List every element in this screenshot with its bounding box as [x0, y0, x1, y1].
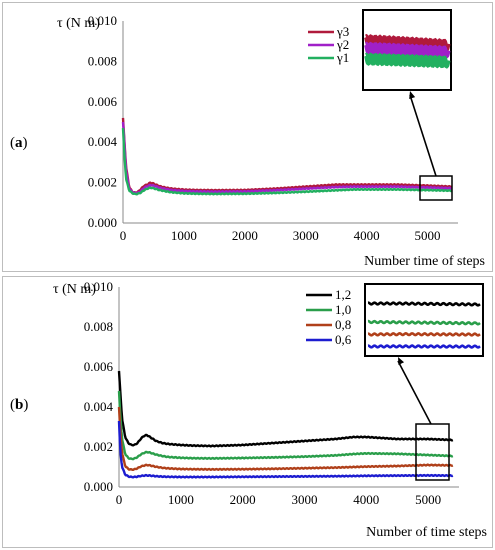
zoom-region-box: [415, 423, 450, 481]
x-tick-label: 4000: [354, 228, 380, 243]
inset-series-line: [367, 319, 481, 326]
chart-a-svg: 0.000 0.002 0.004 0.006 0.008 0.010 0 1000 2000 3…: [57, 9, 485, 269]
y-tick-label: 0.000: [84, 479, 113, 494]
y-axis-label: τ (N m): [53, 282, 96, 297]
inset-series-line: [364, 41, 451, 59]
y-tick-label: 0.002: [84, 439, 113, 454]
series-line: [117, 406, 454, 472]
series-line: [121, 121, 453, 195]
inset-series-line: [364, 52, 451, 69]
legend-label: 0,8: [335, 317, 351, 332]
y-tick-label: 0.006: [88, 94, 118, 109]
x-tick-label: 1000: [168, 492, 194, 507]
x-tick-label: 3000: [293, 228, 319, 243]
inset-series-line: [364, 33, 451, 52]
x-axis-label: Number of time steps: [366, 525, 487, 540]
inset-series-line: [367, 301, 481, 307]
x-tick-label: 0: [116, 492, 123, 507]
x-tick-label: 5000: [415, 228, 441, 243]
series-line: [117, 370, 454, 448]
panel-label-b: (b): [10, 397, 29, 413]
legend-label: 1,0: [335, 302, 351, 317]
y-tick-label: 0.004: [88, 134, 118, 149]
legend-label: 1,2: [335, 287, 351, 302]
x-tick-label: 5000: [415, 492, 441, 507]
legend-label: 0,6: [335, 332, 352, 347]
x-tick-label: 3000: [291, 492, 317, 507]
y-tick-label: 0.002: [88, 175, 117, 190]
y-axis-label: τ (N m): [57, 16, 100, 31]
y-tick-label: 0.010: [84, 279, 113, 294]
series-line: [121, 117, 453, 194]
chart-panel-b: (b) 0.000 0.002 0.004 0.006 0.008 0.010 0 1000 2…: [2, 276, 493, 548]
series-line: [121, 127, 453, 196]
chart-b-svg: 0.000 0.002 0.004 0.006 0.008 0.010 0 1000 2000 3…: [53, 279, 487, 540]
zoom-arrow: [409, 94, 437, 177]
chart-panel-a: (a) 0.000 0.002 0.004 0.006 0.008 0.010 0 1000 2…: [2, 2, 493, 272]
legend-label: γ1: [336, 50, 349, 65]
y-tick-label: 0.004: [84, 399, 114, 414]
y-tick-label: 0.008: [88, 53, 117, 68]
zoom-arrow-head: [409, 91, 416, 99]
x-tick-label: 2000: [232, 228, 258, 243]
legend-label: γ3: [336, 24, 349, 39]
inset-series-line: [367, 332, 481, 337]
series-line: [117, 390, 454, 461]
zoom-arrow: [397, 360, 432, 425]
y-tick-label: 0.006: [84, 359, 114, 374]
zoom-arrow-head: [398, 357, 405, 365]
y-tick-label: 0.000: [88, 215, 117, 230]
inset-frame: [364, 283, 484, 357]
legend-label: γ2: [336, 37, 349, 52]
x-tick-label: 2000: [230, 492, 256, 507]
x-tick-label: 4000: [353, 492, 379, 507]
y-tick-label: 0.010: [88, 13, 117, 28]
y-tick-label: 0.008: [84, 319, 113, 334]
panel-label-a: (a): [10, 135, 28, 151]
series-line: [117, 420, 454, 479]
x-axis-label: Number time of steps: [364, 254, 485, 269]
inset-series-line: [367, 344, 481, 349]
x-tick-label: 1000: [171, 228, 197, 243]
x-tick-label: 0: [120, 228, 127, 243]
